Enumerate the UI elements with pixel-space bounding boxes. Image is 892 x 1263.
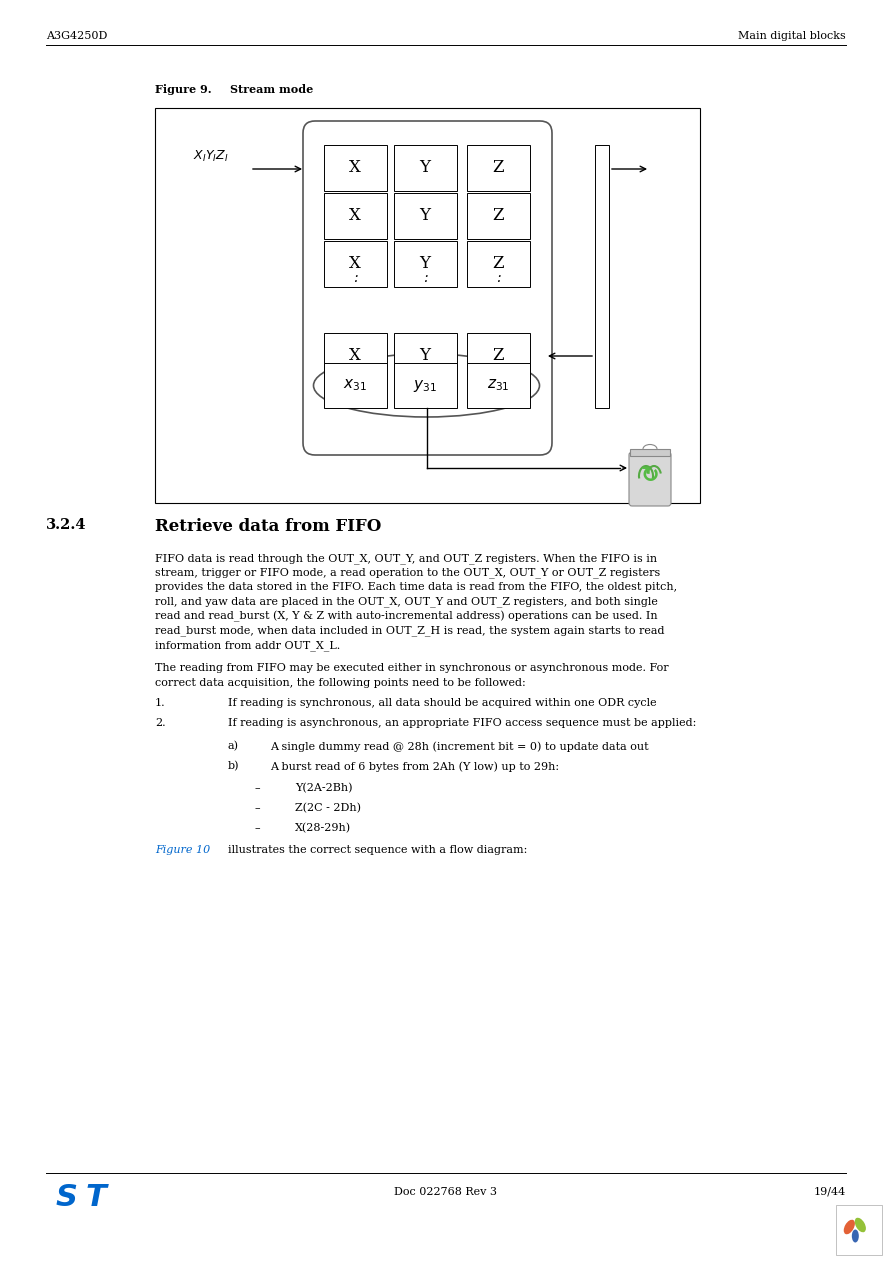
Text: Stream mode: Stream mode xyxy=(230,85,313,95)
Text: X: X xyxy=(349,347,361,365)
Text: S: S xyxy=(56,1183,78,1212)
Text: Figure 10: Figure 10 xyxy=(155,845,211,855)
Text: :: : xyxy=(423,272,427,285)
Text: Z(2C - 2Dh): Z(2C - 2Dh) xyxy=(295,803,361,813)
Text: A3G4250D: A3G4250D xyxy=(46,32,107,40)
Ellipse shape xyxy=(844,1220,855,1234)
Ellipse shape xyxy=(852,1229,859,1243)
Text: $z_{31}$: $z_{31}$ xyxy=(487,378,509,393)
Text: –: – xyxy=(255,823,260,834)
Bar xyxy=(155,109,700,503)
Text: If reading is synchronous, all data should be acquired within one ODR cycle: If reading is synchronous, all data shou… xyxy=(228,698,657,709)
Text: T: T xyxy=(86,1183,107,1212)
Text: 1.: 1. xyxy=(155,698,166,709)
Text: The reading from FIFO may be executed either in synchronous or asynchronous mode: The reading from FIFO may be executed ei… xyxy=(155,663,669,673)
Text: Doc 022768 Rev 3: Doc 022768 Rev 3 xyxy=(394,1187,498,1197)
Text: ↻: ↻ xyxy=(640,466,659,486)
Bar xyxy=(595,145,609,408)
Text: X(28-29h): X(28-29h) xyxy=(295,823,351,834)
Bar xyxy=(394,241,457,287)
Bar xyxy=(630,450,670,456)
Text: Z: Z xyxy=(492,347,504,365)
Text: :: : xyxy=(496,272,500,285)
Text: A burst read of 6 bytes from 2Ah (Y low) up to 29h:: A burst read of 6 bytes from 2Ah (Y low)… xyxy=(270,762,559,772)
Text: illustrates the correct sequence with a flow diagram:: illustrates the correct sequence with a … xyxy=(228,845,527,855)
Bar xyxy=(836,1205,882,1255)
Text: –: – xyxy=(255,803,260,813)
Bar xyxy=(394,193,457,239)
Text: $x_{31}$: $x_{31}$ xyxy=(343,378,367,393)
Text: Y(2A-2Bh): Y(2A-2Bh) xyxy=(295,783,352,793)
Text: information from addr OUT_X_L.: information from addr OUT_X_L. xyxy=(155,640,340,650)
Bar xyxy=(467,145,530,191)
Text: $y_{31}$: $y_{31}$ xyxy=(413,378,437,394)
Text: –: – xyxy=(255,783,260,793)
Bar xyxy=(394,145,457,191)
Bar xyxy=(394,333,457,379)
Text: Main digital blocks: Main digital blocks xyxy=(739,32,846,40)
Text: correct data acquisition, the following points need to be followed:: correct data acquisition, the following … xyxy=(155,677,525,687)
Bar xyxy=(394,362,457,408)
Text: FIFO data is read through the OUT_X, OUT_Y, and OUT_Z registers. When the FIFO i: FIFO data is read through the OUT_X, OUT… xyxy=(155,553,657,563)
Bar xyxy=(324,193,387,239)
Bar xyxy=(324,362,387,408)
Text: roll, and yaw data are placed in the OUT_X, OUT_Y and OUT_Z registers, and both : roll, and yaw data are placed in the OUT… xyxy=(155,596,658,608)
Text: X: X xyxy=(349,207,361,225)
Text: Z: Z xyxy=(492,159,504,177)
Text: $X_IY_IZ_I$: $X_IY_IZ_I$ xyxy=(193,149,228,164)
Text: A single dummy read @ 28h (increment bit = 0) to update data out: A single dummy read @ 28h (increment bit… xyxy=(270,741,648,751)
Text: a): a) xyxy=(228,741,239,751)
Bar xyxy=(324,145,387,191)
Text: Y: Y xyxy=(419,159,431,177)
Bar xyxy=(467,241,530,287)
Text: 2.: 2. xyxy=(155,717,166,727)
Text: read and read_burst (X, Y & Z with auto-incremental address) operations can be u: read and read_burst (X, Y & Z with auto-… xyxy=(155,611,657,623)
Text: If reading is asynchronous, an appropriate FIFO access sequence must be applied:: If reading is asynchronous, an appropria… xyxy=(228,717,697,727)
Text: stream, trigger or FIFO mode, a read operation to the OUT_X, OUT_Y or OUT_Z regi: stream, trigger or FIFO mode, a read ope… xyxy=(155,567,660,578)
Text: X: X xyxy=(349,159,361,177)
Text: read_burst mode, when data included in OUT_Z_H is read, the system again starts : read_burst mode, when data included in O… xyxy=(155,625,665,637)
FancyBboxPatch shape xyxy=(629,452,671,506)
Text: X: X xyxy=(349,255,361,273)
Text: Y: Y xyxy=(419,347,431,365)
Text: b): b) xyxy=(228,762,239,772)
Text: Z: Z xyxy=(492,207,504,225)
Text: Y: Y xyxy=(419,207,431,225)
Text: :: : xyxy=(352,272,358,285)
Text: Figure 9.: Figure 9. xyxy=(155,85,211,95)
Ellipse shape xyxy=(855,1218,866,1233)
Bar xyxy=(467,362,530,408)
Text: provides the data stored in the FIFO. Each time data is read from the FIFO, the : provides the data stored in the FIFO. Ea… xyxy=(155,582,677,592)
FancyBboxPatch shape xyxy=(303,121,552,455)
Text: Retrieve data from FIFO: Retrieve data from FIFO xyxy=(155,518,382,536)
Ellipse shape xyxy=(313,354,540,417)
Text: Z: Z xyxy=(492,255,504,273)
Text: 3.2.4: 3.2.4 xyxy=(46,518,87,532)
Text: Y: Y xyxy=(419,255,431,273)
Bar xyxy=(467,333,530,379)
Bar xyxy=(324,241,387,287)
Bar xyxy=(324,333,387,379)
Text: 19/44: 19/44 xyxy=(814,1187,846,1197)
Bar xyxy=(467,193,530,239)
